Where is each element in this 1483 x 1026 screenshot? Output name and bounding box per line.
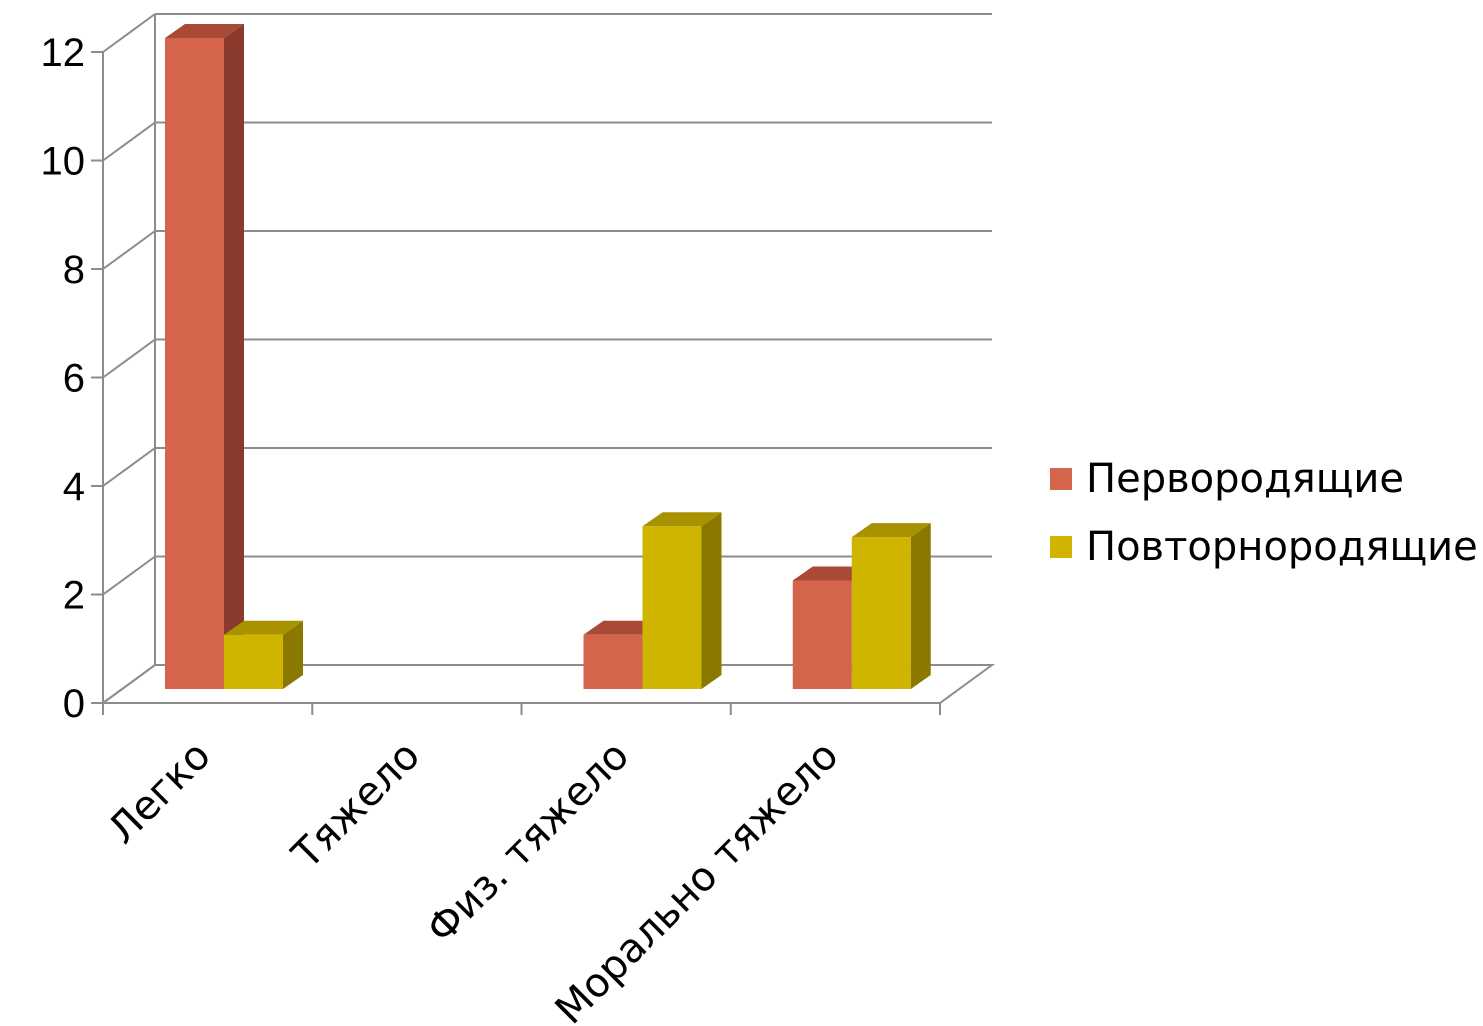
bar-top [224,620,303,635]
gridline-diagonal-6 [102,338,156,379]
y-tick-label: 6 [63,357,85,401]
gridline-diagonal-12 [102,13,156,53]
bar-side [910,523,931,689]
y-axis-tick-labels: 0 2 4 6 8 10 12 [41,31,86,726]
y-tick-label: 0 [63,682,85,726]
x-category-label: Тяжело [283,733,429,879]
bar-front [851,537,911,689]
x-axis [102,52,941,715]
bar-front [583,634,643,689]
gridline-diagonal-2 [102,555,156,596]
bar-side [283,620,303,689]
y-tick-label: 8 [63,248,85,292]
bar-front [792,580,852,689]
legend-swatch [1050,536,1072,558]
bar [642,512,722,689]
bar [851,523,931,689]
y-tick-label: 12 [41,31,86,75]
x-category-label: Легко [99,733,219,853]
y-tick-label: 2 [63,574,85,618]
bar-side [701,512,722,689]
legend-label: Повторнородящие [1086,524,1478,570]
legend-label: Первородящие [1086,456,1404,502]
gridline-diagonal-8 [102,230,156,270]
gridlines [91,13,992,704]
bar-top [851,523,931,538]
y-tick-label: 10 [41,140,86,184]
gridline-diagonal-0 [102,664,156,704]
bar-top [642,512,722,527]
legend-swatch [1050,468,1072,490]
bar-front [165,38,224,689]
legend: Первородящие Повторнородящие [1050,456,1478,570]
bar-side [224,24,244,689]
bar-front [642,526,702,689]
bar-top [165,24,244,38]
bar-front [224,634,283,689]
gridline-diagonal-4 [102,447,156,487]
bar [224,620,303,689]
gridline-diagonal-10 [102,121,156,162]
y-tick-label: 4 [63,465,85,509]
x-category-label: Физ. тяжело [418,733,638,953]
bars [165,24,931,689]
bar [165,24,244,689]
